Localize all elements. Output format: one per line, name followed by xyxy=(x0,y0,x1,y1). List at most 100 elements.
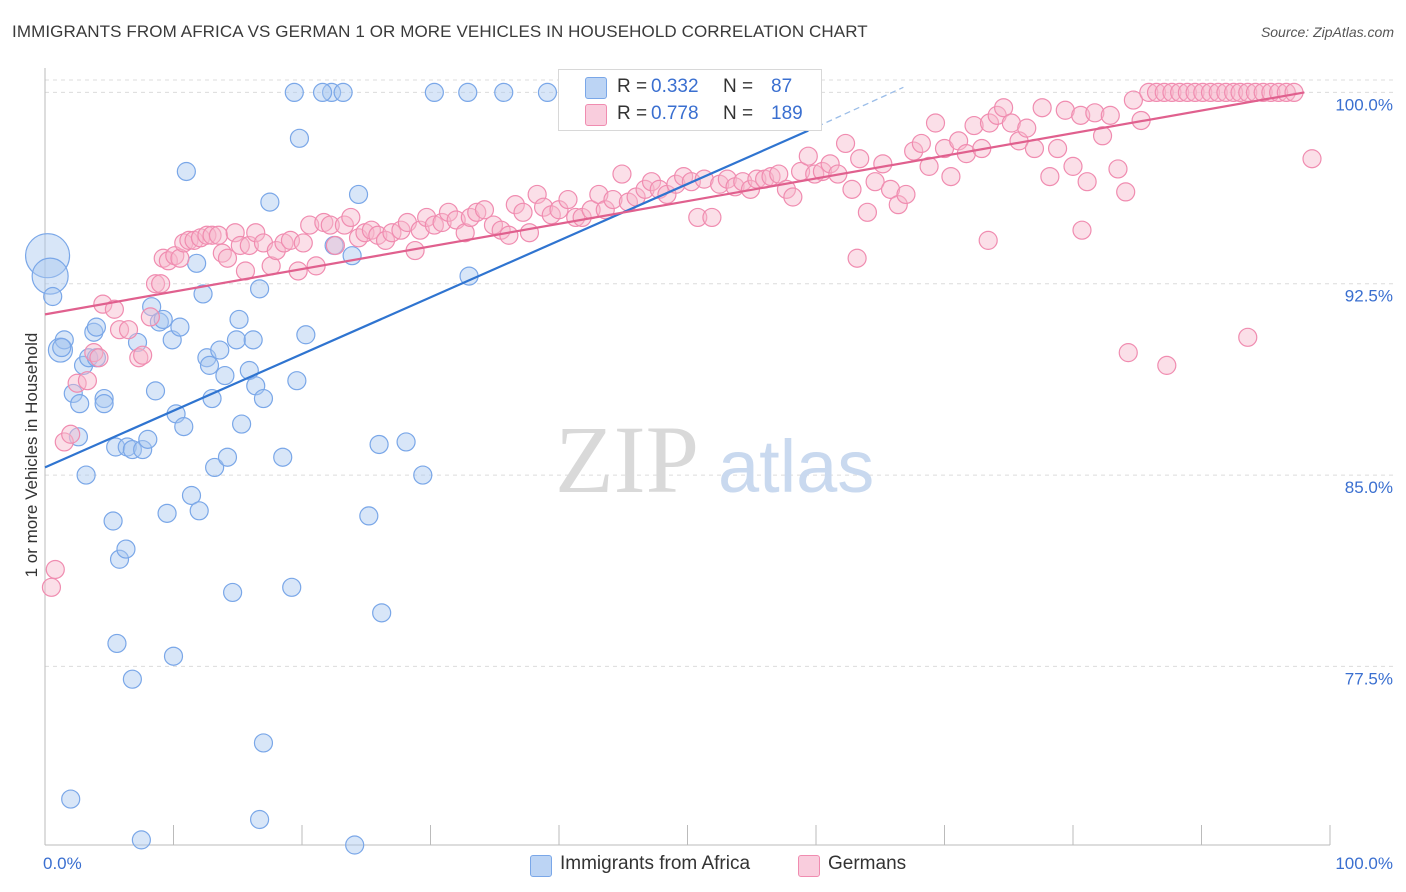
germans-point xyxy=(941,166,961,187)
germans-point xyxy=(1118,343,1138,363)
africa-point xyxy=(243,330,263,350)
africa-point xyxy=(84,322,104,342)
germans-point xyxy=(857,202,878,222)
africa-point xyxy=(103,511,123,531)
africa-point xyxy=(163,646,184,666)
africa-point xyxy=(289,128,310,148)
africa-trend-line xyxy=(44,129,809,469)
africa-point xyxy=(199,355,220,375)
africa-point xyxy=(396,432,416,452)
germans-point xyxy=(391,220,411,240)
germans-point xyxy=(1177,82,1197,103)
y-axis-label: 1 or more Vehicles in Household xyxy=(22,332,41,578)
germans-point xyxy=(158,251,178,271)
africa-point xyxy=(494,82,514,103)
africa-point xyxy=(260,192,280,212)
germans-point xyxy=(202,225,222,245)
germans-point xyxy=(1139,82,1159,103)
germans-point xyxy=(375,230,396,250)
africa-point xyxy=(109,549,130,569)
legend-swatch-germans xyxy=(585,104,607,126)
africa-point xyxy=(54,330,74,350)
africa-point xyxy=(296,325,316,345)
germans-point xyxy=(1001,113,1021,133)
legend-n-label: N = xyxy=(723,76,754,97)
africa-point xyxy=(249,809,270,830)
germans-point xyxy=(208,225,229,245)
germans-point xyxy=(225,223,245,243)
germans-point xyxy=(1085,103,1105,123)
germans-point xyxy=(1040,166,1060,187)
germans-point xyxy=(533,197,554,217)
germans-point xyxy=(212,243,232,263)
germans-point xyxy=(266,240,286,261)
legend-n-value: 189 xyxy=(771,103,803,124)
germans-point xyxy=(455,223,475,243)
germans-point xyxy=(1017,118,1037,138)
germans-point xyxy=(153,248,173,268)
africa-point xyxy=(282,577,302,597)
germans-point xyxy=(217,248,238,268)
germans-point xyxy=(612,164,632,184)
legend-r-value: 0.332 xyxy=(651,76,699,97)
africa-point xyxy=(122,439,142,460)
y-tick-label: 85.0% xyxy=(1345,478,1393,497)
germans-point xyxy=(1092,126,1113,146)
watermark-atlas: atlas xyxy=(718,425,874,508)
germans-point xyxy=(978,230,998,250)
tick-labels: 77.5% 85.0% 92.5% 100.0% 0.0% 100.0% xyxy=(43,95,1393,873)
africa-point xyxy=(170,317,190,337)
africa-point xyxy=(348,184,369,205)
africa-point xyxy=(229,309,249,330)
source-credit: Source: ZipAtlas.com xyxy=(1260,24,1394,40)
germans-point xyxy=(1216,82,1236,103)
series-legend: Immigrants from Africa Germans xyxy=(0,852,1406,880)
germans-point xyxy=(1224,82,1244,103)
africa-point xyxy=(117,437,137,457)
germans-point xyxy=(904,141,924,161)
germans-point xyxy=(300,215,320,235)
germans-point xyxy=(769,164,789,184)
legend-r-value: 0.778 xyxy=(651,103,699,124)
germans-point xyxy=(1071,105,1091,125)
germans-point xyxy=(994,98,1014,118)
germans-point xyxy=(1193,82,1213,103)
series-swatch-africa xyxy=(530,855,552,877)
africa-point xyxy=(226,330,247,350)
africa-point xyxy=(24,233,71,279)
watermark-zip: ZIP xyxy=(555,406,699,513)
africa-point xyxy=(157,503,177,523)
germans-point xyxy=(513,202,533,222)
germans-point xyxy=(798,146,818,166)
africa-point xyxy=(424,82,444,103)
germans-point xyxy=(888,195,908,215)
africa-point xyxy=(94,388,114,409)
germans-point xyxy=(118,320,139,340)
germans-point xyxy=(179,230,199,250)
germans-point xyxy=(61,424,81,444)
africa-point xyxy=(287,371,307,391)
germans-point xyxy=(341,207,361,228)
africa-point xyxy=(372,603,392,623)
legend-row-africa: R = 0.332 N = 87 xyxy=(559,73,819,101)
zipatlas-watermark: ZIP atlas xyxy=(555,406,874,513)
africa-point xyxy=(107,633,127,654)
germans-point xyxy=(133,345,153,365)
africa-point xyxy=(70,394,90,414)
africa-point xyxy=(138,429,158,449)
africa-point xyxy=(369,434,389,455)
germans-point xyxy=(919,156,939,176)
germans-trend-line xyxy=(44,91,1305,316)
germans-point xyxy=(1302,149,1322,169)
chart-title: IMMIGRANTS FROM AFRICA VS GERMAN 1 OR MO… xyxy=(12,22,868,41)
germans-point xyxy=(880,179,901,199)
africa-point xyxy=(52,337,72,358)
africa-point xyxy=(142,297,162,317)
germans-point xyxy=(688,207,708,228)
africa-point xyxy=(223,582,243,603)
germans-point xyxy=(1208,82,1228,103)
germans-point xyxy=(702,207,722,228)
germans-point xyxy=(1185,82,1205,103)
germans-point xyxy=(1032,98,1052,118)
germans-point xyxy=(197,225,217,245)
